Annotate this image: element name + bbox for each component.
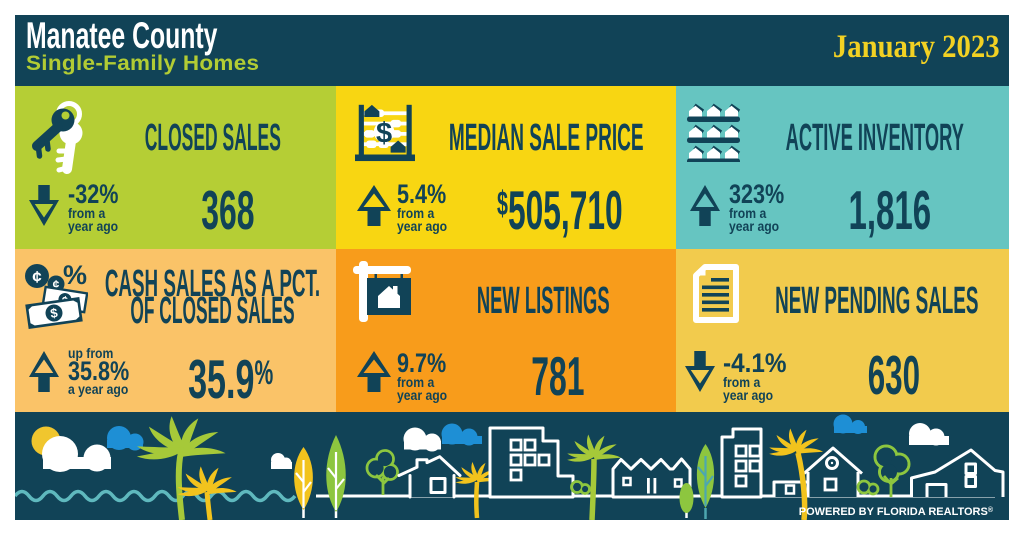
svg-text:$: $ xyxy=(376,117,392,149)
svg-text:¢: ¢ xyxy=(53,278,60,292)
svg-text:$: $ xyxy=(49,305,59,321)
svg-text:%: % xyxy=(63,263,87,290)
svg-text:¢: ¢ xyxy=(32,268,42,287)
